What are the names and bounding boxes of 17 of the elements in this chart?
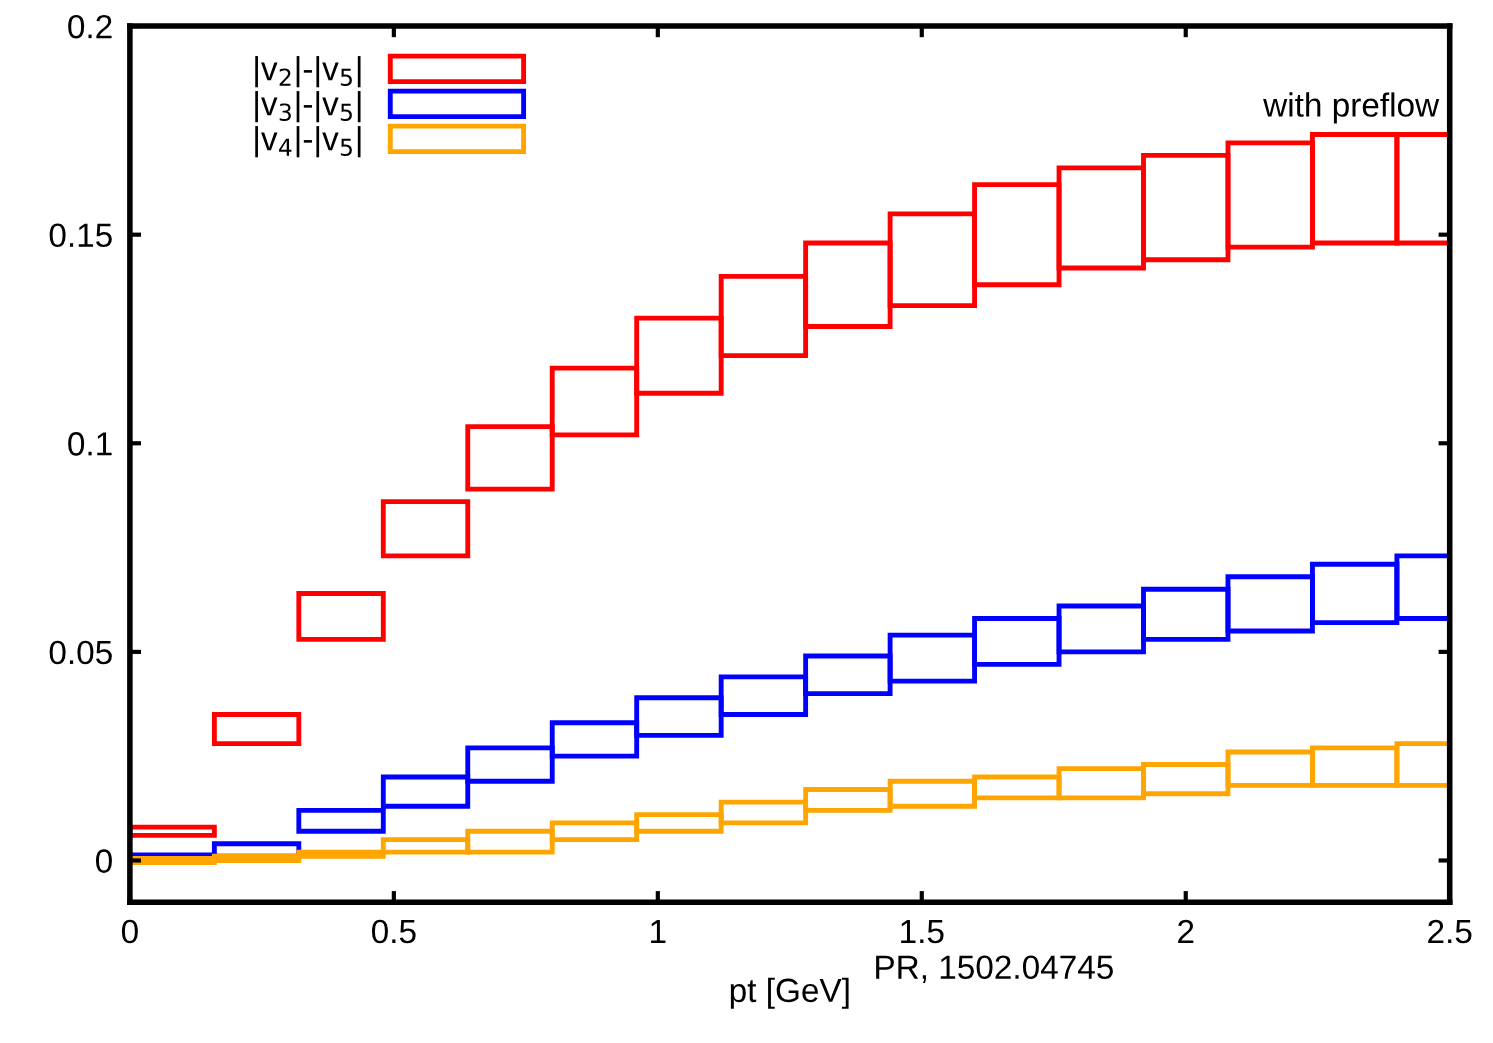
x-tick-label: 0 bbox=[121, 919, 138, 944]
x-tick-label: 0.5 bbox=[371, 919, 416, 944]
x-tick-label: 1.5 bbox=[901, 920, 944, 944]
legend-label: |v$_{4}$|-|v$_{5}$| bbox=[255, 126, 361, 158]
x-tick-label: 2.5 bbox=[1428, 919, 1472, 944]
legend-label: |v$_{3}$|-|v$_{5}$| bbox=[255, 91, 361, 123]
x-axis-title: pt [GeV] bbox=[730, 977, 849, 1009]
y-tick-label: 0 bbox=[95, 849, 112, 873]
y-tick-label: 0.15 bbox=[49, 223, 112, 248]
x-tick-label: 2 bbox=[1178, 919, 1194, 944]
annotation: with preflow bbox=[1263, 92, 1440, 124]
legend-label: |v$_{2}$|-|v$_{5}$| bbox=[255, 56, 361, 88]
y-tick-label: 0.1 bbox=[68, 432, 112, 456]
y-tick-label: 0.2 bbox=[68, 14, 112, 39]
text: PR, 1502.04745 bbox=[876, 955, 1113, 983]
y-tick-label: 0.05 bbox=[49, 640, 112, 665]
x-tick-label: 1 bbox=[651, 920, 666, 944]
